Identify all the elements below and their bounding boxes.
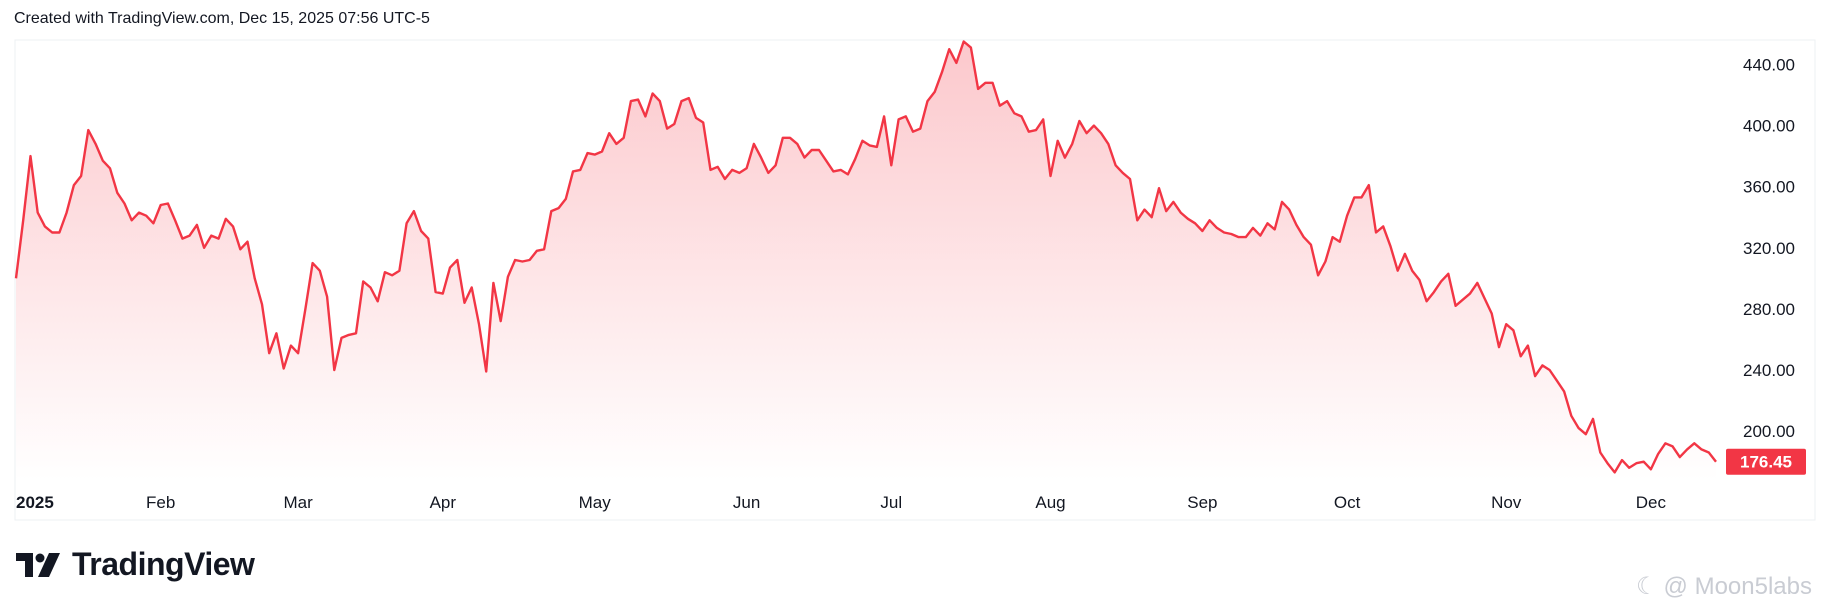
moon-icon: ☾ [1636, 573, 1658, 600]
x-tick-label: Aug [1035, 493, 1065, 512]
x-tick-label: Sep [1187, 493, 1217, 512]
brand-name: TradingView [72, 546, 255, 582]
x-tick-label: Mar [283, 493, 313, 512]
y-tick-label: 200.00 [1743, 422, 1795, 441]
x-axis: 2025 Feb Mar Apr May Jun Jul Aug Sep Oct Nov Dec [16, 493, 1667, 512]
last-price-value: 176.45 [1740, 453, 1792, 472]
series-area-fill [16, 41, 1716, 480]
last-price-badge [1726, 448, 1806, 475]
watermark: ☾ @ Moon5labs [1636, 572, 1812, 601]
y-tick-label: 360.00 [1743, 178, 1795, 197]
price-chart[interactable]: 200.00 240.00 280.00 320.00 360.00 400.00 440.… [0, 0, 1830, 530]
y-axis: 200.00 240.00 280.00 320.00 360.00 400.00 440.… [1743, 55, 1795, 441]
plot-frame [14, 39, 1816, 521]
x-tick-label: May [579, 493, 612, 512]
chart-caption: Created with TradingView.com, Dec 15, 20… [14, 10, 430, 27]
series-line[interactable] [14, 40, 1717, 474]
x-tick-label: Jun [733, 493, 760, 512]
x-tick-label: Apr [430, 493, 457, 512]
y-tick-label: 320.00 [1743, 239, 1795, 258]
y-tick-label: 240.00 [1743, 361, 1795, 380]
x-tick-label: Jul [880, 493, 902, 512]
x-tick-label: Feb [146, 493, 175, 512]
y-tick-label: 280.00 [1743, 300, 1795, 319]
last-price-tag: 176.45 [1726, 448, 1806, 475]
y-tick-label: 440.00 [1743, 55, 1795, 74]
x-tick-label: Nov [1491, 493, 1522, 512]
tradingview-logo-icon [16, 552, 60, 577]
watermark-text: @ Moon5labs [1663, 572, 1812, 600]
tradingview-logo[interactable]: TradingView [16, 546, 255, 583]
x-tick-label: Oct [1334, 493, 1361, 512]
y-tick-label: 400.00 [1743, 117, 1795, 136]
x-tick-label: 2025 [16, 493, 54, 512]
x-tick-label: Dec [1636, 493, 1667, 512]
